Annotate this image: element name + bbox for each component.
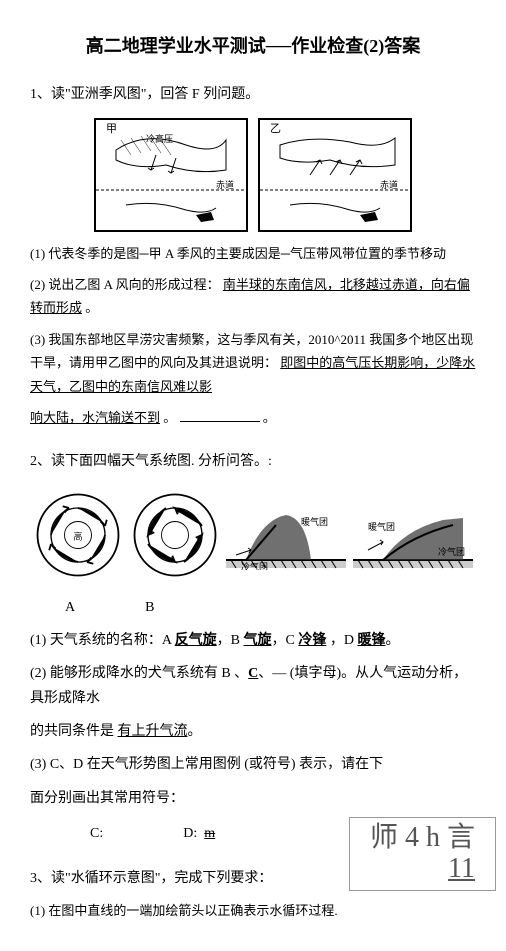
q2-a1: (1) 天气系统的名称：A 反气旋，B 气旋，C 冷锋 ，D 暖锋。 bbox=[30, 628, 476, 653]
q2-a2: (2) 能够形成降水的犬气系统有 B 、C、— (填字母)。从人气运动分析，具形… bbox=[30, 661, 476, 711]
map-right: 乙 赤道 bbox=[258, 118, 412, 232]
label-b: B bbox=[145, 595, 154, 620]
q1-a2-post: 。 bbox=[85, 300, 98, 315]
q2-a2-pre2: 的共同条件是 bbox=[30, 724, 118, 739]
q1-prompt: 1、读"亚洲季风图"，回答 F 列问题。 bbox=[30, 82, 476, 107]
q1-a2: (2) 说出乙图 A 风向的形成过程： 南半球的东南信风，北移越过赤道，向右偏转… bbox=[30, 273, 476, 320]
q2-a2-post2: 。 bbox=[188, 724, 202, 739]
map-label-yi: 乙 bbox=[270, 122, 281, 135]
q2-a1-pre: (1) 天气系统的名称：A bbox=[30, 633, 175, 648]
q1-a3: (3) 我国东部地区旱涝灾害频繁，这与季风有关，2010^2011 我国多个地区… bbox=[30, 328, 476, 398]
svg-text:冷气团: 冷气团 bbox=[438, 546, 465, 557]
q1-a2-pre: (2) 说出乙图 A 风向的形成过程： bbox=[30, 277, 220, 292]
map-equator-label-2: 赤道 bbox=[380, 179, 398, 190]
q2-prompt: 2、读下面四幅天气系统图. 分析问答。: bbox=[30, 449, 476, 474]
q1-a3-post2: 。 bbox=[263, 410, 276, 425]
q2-a2-pre: (2) 能够形成降水的犬气系统有 B 、 bbox=[30, 666, 248, 681]
q2-a1-d: 暖锋 bbox=[357, 633, 385, 648]
svg-text:暖气团: 暖气团 bbox=[301, 516, 328, 527]
map-container: 甲 冷高压 赤道 乙 赤道 bbox=[30, 118, 476, 232]
q2-a2-ans: C bbox=[248, 666, 258, 681]
q2-a2-ans2: 有上升气流 bbox=[118, 724, 188, 739]
q2-a1-a: 反气旋 bbox=[175, 633, 217, 648]
q1-a3-ans2: 响大陆，水汽输送不到 bbox=[30, 410, 160, 425]
sym-d: D: m bbox=[183, 821, 215, 846]
map-equator-label: 赤道 bbox=[216, 179, 234, 190]
blank bbox=[180, 421, 260, 422]
watermark-line1: 师 4 h 言 bbox=[370, 823, 475, 854]
q2-a1-m2: ，C bbox=[272, 633, 299, 648]
svg-text:高: 高 bbox=[74, 530, 83, 541]
q2-a1-m3: ，D bbox=[326, 633, 357, 648]
sym-d-val: m bbox=[204, 826, 215, 841]
q2-a2b: 的共同条件是 有上升气流。 bbox=[30, 719, 476, 744]
diagram-cyclone bbox=[130, 490, 220, 580]
page-title: 高二地理学业水平测试──作业检查(2)答案 bbox=[30, 30, 476, 62]
map-left: 甲 冷高压 赤道 bbox=[94, 118, 248, 232]
q2-a1-m1: ，B bbox=[217, 633, 244, 648]
diagram-anticyclone: 高 bbox=[33, 490, 123, 580]
svg-text:暖气团: 暖气团 bbox=[368, 521, 395, 532]
sym-c: C: bbox=[90, 821, 103, 846]
q2-a3: (3) C、D 在天气形势图上常用图例 (或符号) 表示，请在下 bbox=[30, 752, 476, 777]
q1-a3-line2: 响大陆，水汽输送不到 。 。 bbox=[30, 406, 476, 429]
q3-a1: (1) 在图中直线的一端加绘箭头以正确表示水循环过程. bbox=[30, 899, 476, 922]
diagram-warm-front: 暖气团 冷气团 bbox=[353, 500, 473, 570]
diagrams-row: 高 暖气团 冷气团 暖气团 冷气团 bbox=[30, 490, 476, 580]
diagram-cold-front: 暖气团 冷气团 bbox=[226, 500, 346, 570]
q2-a1-post: 。 bbox=[385, 633, 399, 648]
q2-a1-c: 冷锋 bbox=[298, 633, 326, 648]
q1-a3-post: 。 bbox=[163, 410, 176, 425]
map-label-jia: 甲 bbox=[106, 123, 117, 135]
q2-a1-b: 气旋 bbox=[244, 633, 272, 648]
label-a: A bbox=[65, 595, 75, 620]
diagram-labels: A B bbox=[65, 595, 476, 620]
q2-a3b: 面分别画出其常用符号： bbox=[30, 786, 476, 811]
q1-a1: (1) 代表冬季的是图─甲 A 季风的主要成因是─气压带风带位置的季节移动 bbox=[30, 242, 476, 265]
watermark-box: 师 4 h 言 11 bbox=[349, 817, 496, 891]
watermark-line2: 11 bbox=[370, 854, 475, 885]
